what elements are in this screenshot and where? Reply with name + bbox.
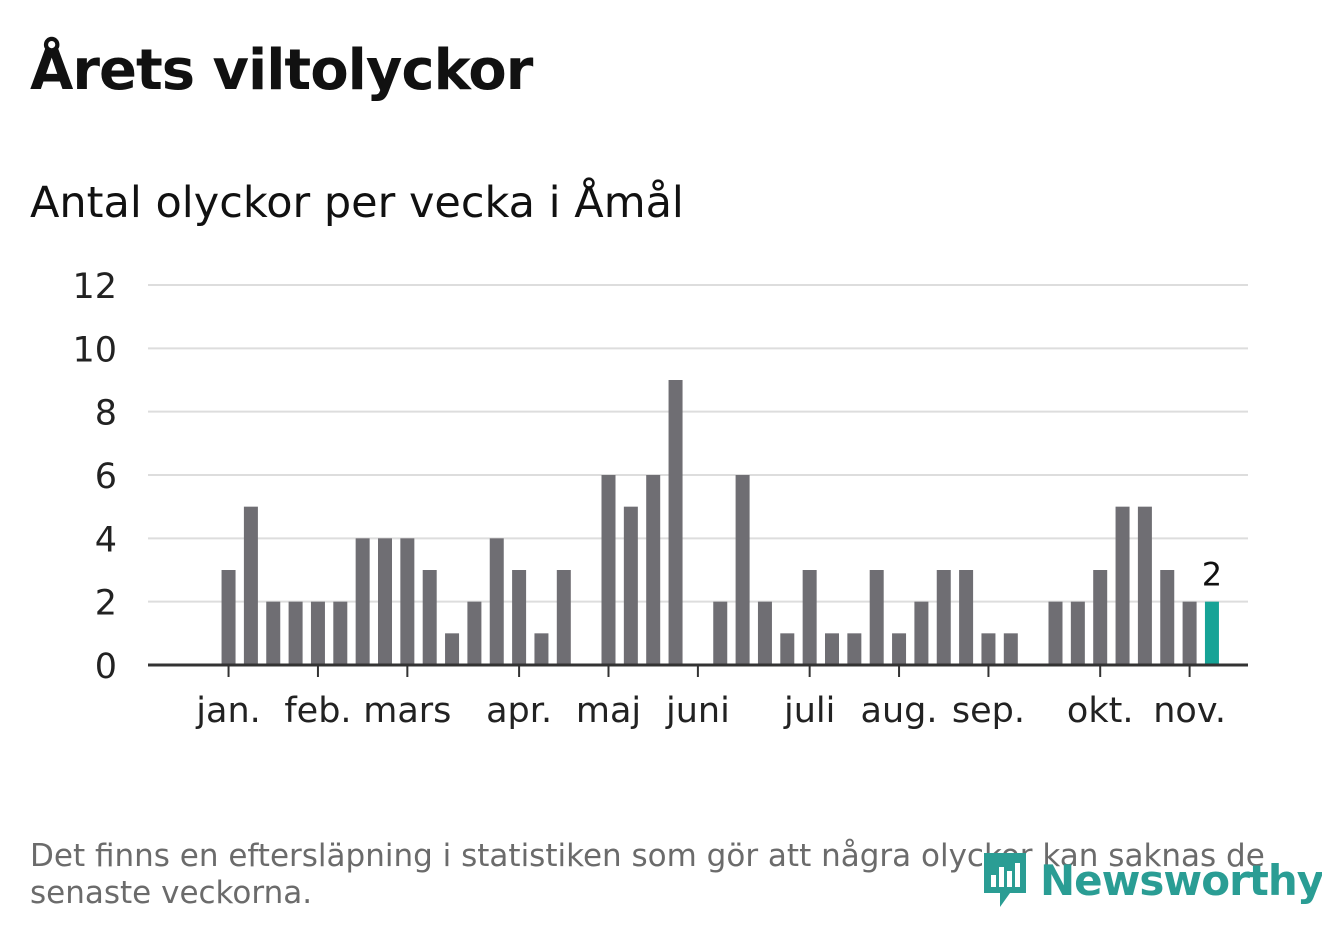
bar-week-4 [221,570,236,665]
bar-week-37 [959,570,974,665]
bar-week-26 [713,601,728,665]
y-tick-label-12: 12 [72,267,117,307]
chart-subtitle: Antal olyckor per vecka i Åmål [30,178,684,228]
bar-week-28 [757,601,772,665]
bar-week-16 [489,538,504,665]
newsworthy-logo: Newsworthy [980,848,1322,912]
x-tick-label-mars: mars [363,691,451,730]
bar-highlight-week-48 [1204,601,1219,665]
bar-week-43 [1093,570,1108,665]
bar-week-19 [556,570,571,665]
bar-week-17 [512,570,527,665]
x-tick-label-jan.: jan. [195,691,260,730]
bar-week-32 [847,633,862,665]
bar-week-22 [623,506,638,665]
bar-week-46 [1160,570,1175,665]
y-tick-label-0: 0 [95,647,117,687]
y-tick-label-10: 10 [72,330,117,370]
bar-week-12 [400,538,415,665]
bar-week-9 [333,601,348,665]
bar-week-5 [243,506,258,665]
bar-week-39 [1003,633,1018,665]
bar-week-6 [266,601,281,665]
bar-week-42 [1070,601,1085,665]
y-tick-label-6: 6 [95,457,117,497]
bar-week-47 [1182,601,1197,665]
bar-week-11 [378,538,392,665]
chart-title: Årets viltolyckor [30,38,533,103]
bar-week-10 [355,538,370,665]
footnote: Det finns en eftersläpning i statistiken… [30,838,1265,911]
bar-week-14 [445,633,460,665]
x-tick-label-apr.: apr. [486,691,552,730]
bar-week-30 [802,570,817,665]
x-tick-label-maj: maj [576,691,641,730]
y-tick-label-8: 8 [95,394,117,434]
y-tick-label-2: 2 [95,584,117,624]
bar-week-29 [780,633,795,665]
newsworthy-logo-text: Newsworthy [1040,855,1322,905]
highlight-data-label: 2 [1202,556,1222,594]
bar-week-13 [422,570,437,665]
x-tick-label-feb.: feb. [284,691,351,730]
bar-week-33 [869,570,884,665]
bar-week-41 [1048,601,1063,665]
bar-week-21 [601,475,616,665]
bar-week-24 [668,380,683,665]
x-tick-label-juni: juni [665,691,730,730]
x-tick-label-juli: juli [783,691,835,730]
y-tick-label-4: 4 [95,520,117,560]
bar-week-45 [1137,506,1152,665]
bar-week-27 [735,475,750,665]
x-tick-label-okt.: okt. [1067,691,1134,730]
bar-week-8 [310,601,325,665]
x-tick-label-aug.: aug. [861,691,938,730]
bar-week-18 [534,633,549,665]
bar-week-34 [892,633,907,665]
bar-week-38 [981,633,996,665]
bar-week-7 [288,601,303,665]
x-tick-label-sep.: sep. [952,691,1025,730]
bar-week-15 [467,601,482,665]
x-tick-label-nov.: nov. [1153,691,1226,730]
bar-week-31 [825,633,839,665]
bar-week-44 [1115,506,1130,665]
bar-week-35 [914,601,929,665]
bar-week-23 [646,475,661,665]
bar-week-36 [936,570,951,665]
newsworthy-logo-icon [984,853,1026,907]
bar-chart: 0 2 4 6 8 10 12 2 jan. feb. mars apr. maj juni juli aug… [72,267,1248,730]
